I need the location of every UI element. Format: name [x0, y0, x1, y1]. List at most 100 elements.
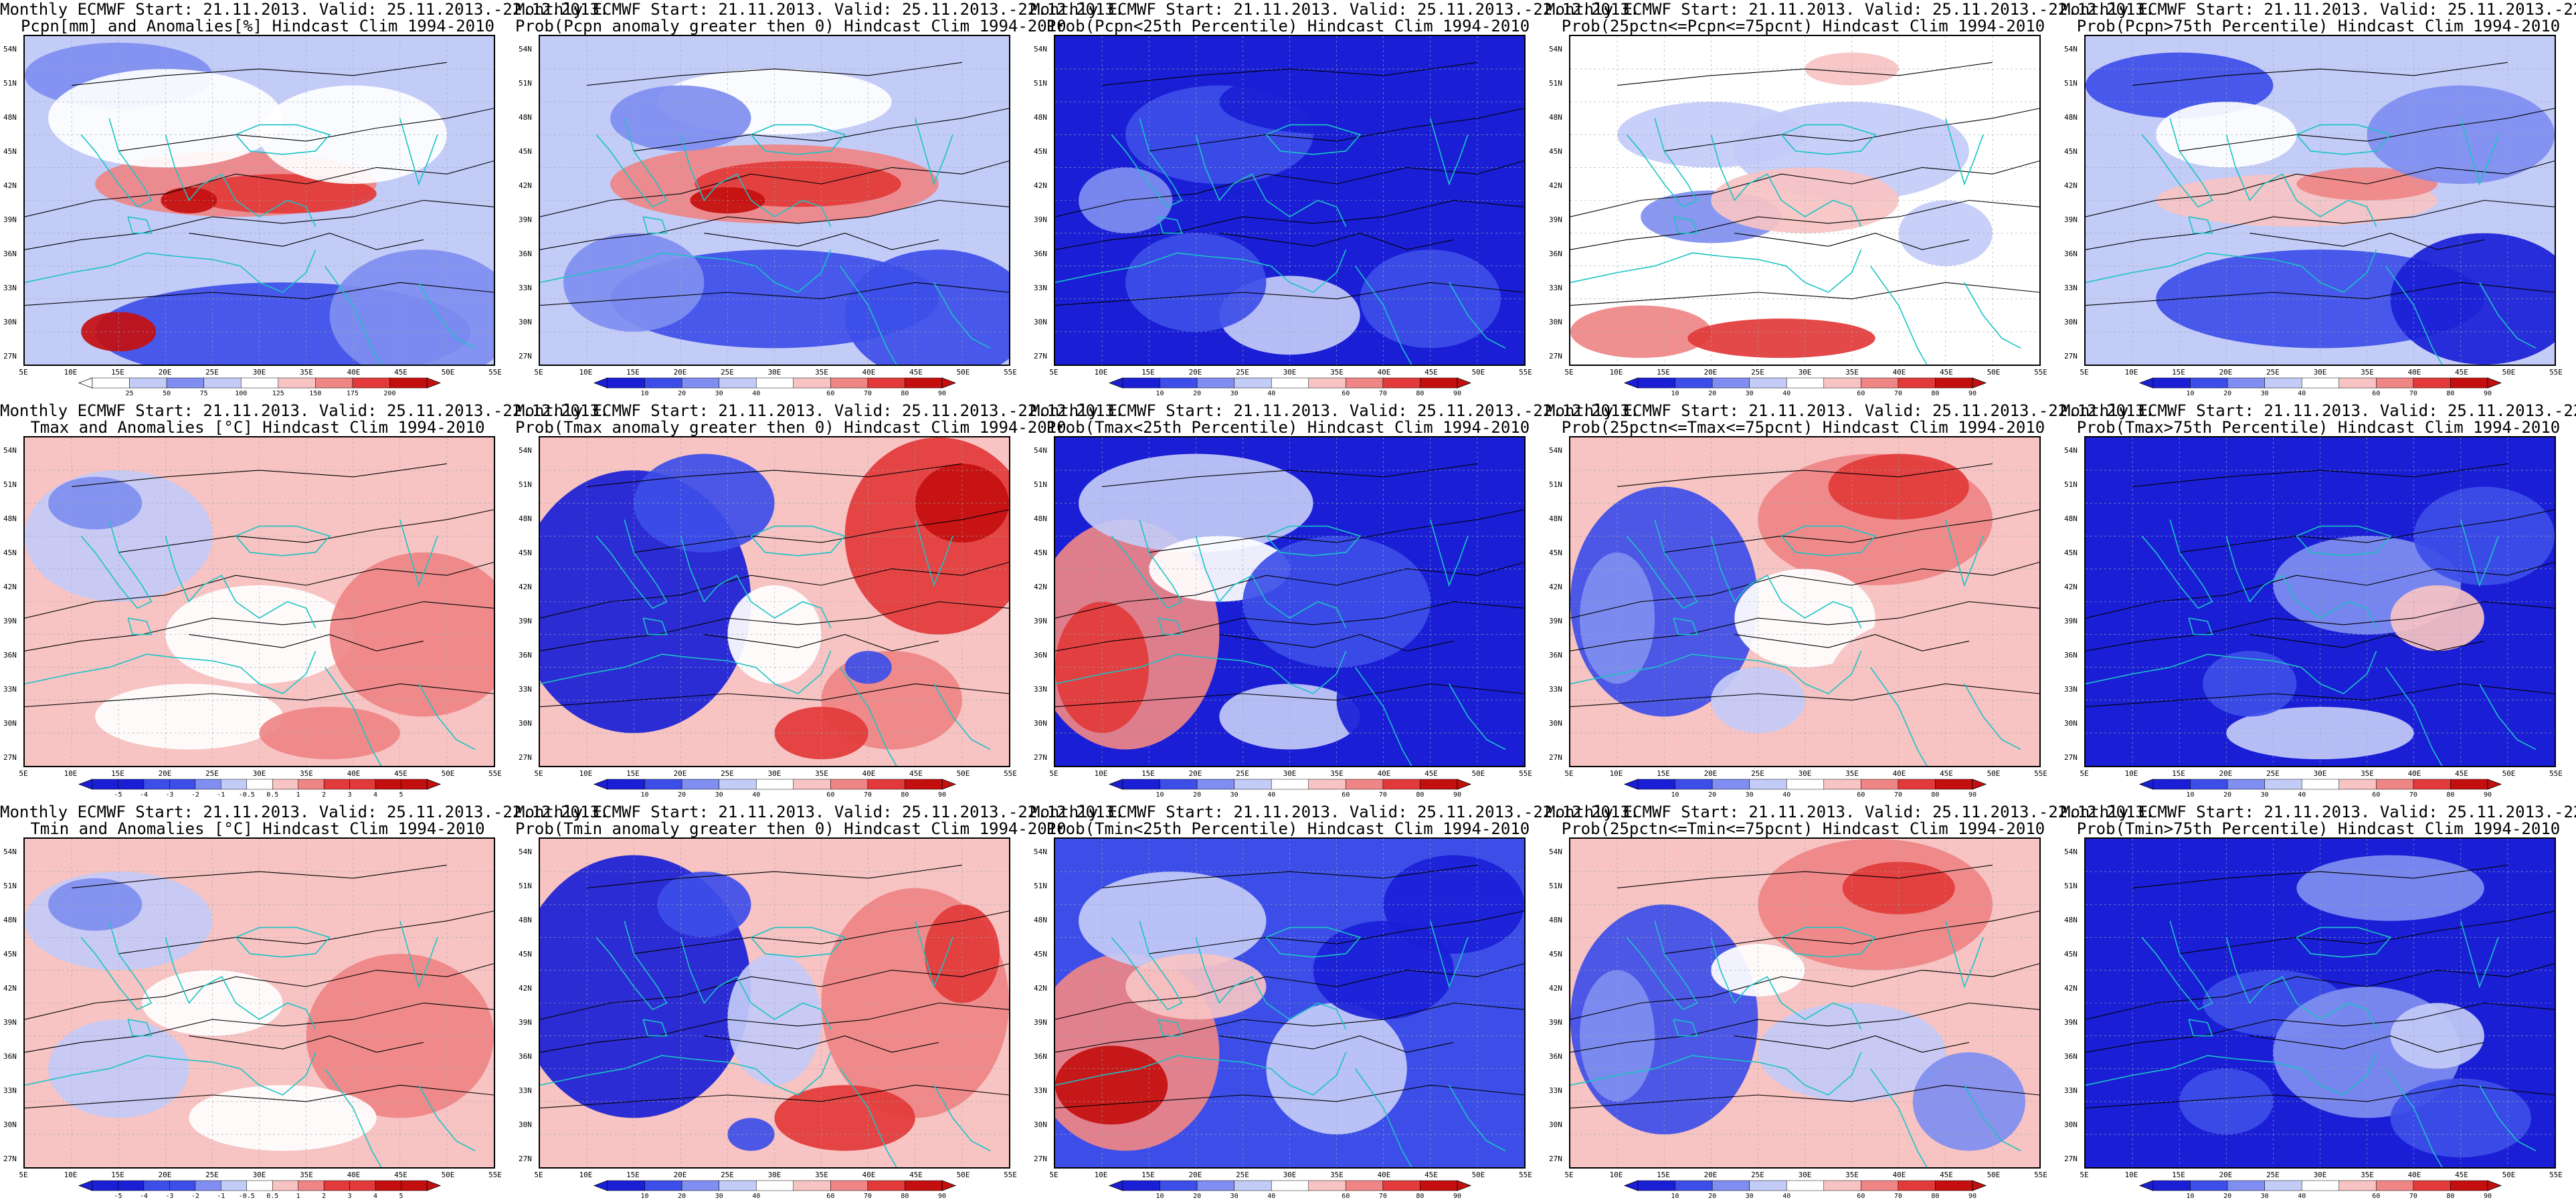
panel-title: Monthly ECMWF Start: 21.11.2013. Valid: …	[2061, 804, 2576, 837]
field-shading	[1842, 862, 1955, 914]
longitude-label: 35E	[2361, 368, 2374, 377]
colorbar-swatch	[1823, 1180, 1861, 1191]
longitude-label: 10E	[2124, 368, 2138, 377]
colorbar-tick-label: 100	[235, 390, 248, 397]
longitude-label: 5E	[19, 368, 28, 377]
colorbar-min-arrow	[1108, 377, 1123, 389]
coastline	[2188, 1019, 2213, 1037]
coastline	[2225, 536, 2377, 629]
map-field	[2086, 839, 2555, 1167]
coastline	[642, 216, 668, 234]
latitude-label: 27N	[2064, 1155, 2078, 1163]
colorbar-tick-label: 20	[2223, 1193, 2232, 1200]
latitude-label: 45N	[2064, 950, 2078, 959]
colorbar-swatch	[92, 779, 118, 790]
colorbar-swatch	[272, 1180, 298, 1191]
latitude-label: 42N	[3, 984, 17, 993]
colorbar-max-arrow	[1457, 377, 1472, 389]
latitude-label: 33N	[2064, 1086, 2078, 1095]
longitude-label: 10E	[64, 769, 78, 778]
colorbar-tick-label: 60	[2372, 791, 2381, 799]
longitude-label: 15E	[626, 368, 640, 377]
longitude-label: 30E	[1283, 769, 1297, 778]
colorbar-swatch	[1935, 1180, 1973, 1191]
colorbar-labels: 10 20 30 40 60 70 80 90	[1625, 1193, 1986, 1202]
latitude-label: 45N	[519, 548, 532, 557]
panel-title-line1: Monthly ECMWF Start: 21.11.2013. Valid: …	[0, 401, 610, 420]
colorbar	[1623, 377, 1987, 389]
colorbar-min-arrow	[1623, 779, 1639, 790]
coastline	[2086, 249, 2377, 293]
colorbar-tick-label: 80	[1416, 791, 1424, 799]
colorbar-labels: 10 20 30 40 60 70 80 90	[594, 791, 955, 801]
latitude-label: 42N	[519, 583, 532, 591]
colorbar-swatch	[719, 779, 757, 790]
longitude-label: 55E	[1519, 769, 1532, 778]
colorbar	[78, 1180, 442, 1191]
latitude-label: 30N	[1034, 1120, 1047, 1129]
latitude-label: 39N	[519, 215, 532, 224]
longitude-label: 55E	[2034, 1171, 2047, 1179]
contour-line	[1734, 1035, 1970, 1053]
longitude-label: 40E	[1377, 769, 1391, 778]
colorbar-swatch	[793, 1180, 831, 1191]
longitude-label: 35E	[300, 769, 313, 778]
forecast-panel: Monthly ECMWF Start: 21.11.2013. Valid: …	[1546, 803, 2154, 1204]
latitude-label: 45N	[1549, 950, 1562, 959]
longitude-label: 10E	[1609, 1171, 1623, 1179]
coastline	[418, 1084, 476, 1152]
latitude-label: 39N	[1034, 617, 1047, 625]
colorbar-tick-label: 70	[1378, 1193, 1387, 1200]
contour-line	[2086, 601, 2555, 651]
coastline	[1626, 519, 1698, 609]
latitude-label: 27N	[1549, 1155, 1562, 1163]
panel-title: Monthly ECMWF Start: 21.11.2013. Valid: …	[1030, 804, 1639, 838]
colorbar-tick-label: 4	[373, 791, 378, 799]
contour-line	[2086, 199, 2555, 250]
latitude-label: 42N	[1034, 181, 1047, 190]
contour-line	[2249, 1035, 2485, 1053]
colorbar-swatch	[129, 377, 167, 389]
longitude-label: 50E	[441, 1171, 455, 1179]
panel-title-line2: Prob(Tmin<25th Percentile) Hindcast Clim…	[1046, 819, 1530, 838]
coastline	[1195, 937, 1347, 1030]
colorbar-labels: 10 20 30 40 60 70 80 90	[1625, 791, 1986, 801]
forecast-panel: Monthly ECMWF Start: 21.11.2013. Valid: …	[1030, 803, 1639, 1204]
colorbar-swatch	[1382, 377, 1420, 389]
colorbar-swatch	[681, 377, 719, 389]
longitude-label: 20E	[673, 368, 687, 377]
colorbar-tick-label: 60	[1342, 390, 1350, 397]
contour-line	[1664, 108, 2039, 152]
coastline	[127, 216, 153, 234]
colorbar-swatch	[401, 1180, 428, 1191]
coastline	[1430, 118, 1469, 186]
colorbar-swatch	[830, 779, 868, 790]
colorbar-swatch	[2264, 1180, 2302, 1191]
latitude-label: 30N	[519, 318, 532, 326]
coastline	[25, 1051, 316, 1096]
latitude-label: 39N	[1549, 617, 1562, 625]
longitude-label: 55E	[2549, 368, 2563, 377]
latitude-label: 39N	[1034, 215, 1047, 224]
latitude-label: 39N	[2064, 215, 2078, 224]
colorbar-min-arrow	[2138, 1180, 2154, 1191]
colorbar-swatch	[323, 779, 350, 790]
colorbar-tick-label: 30	[1230, 1193, 1238, 1200]
coastline	[933, 282, 991, 349]
latitude-label: 45N	[1034, 548, 1047, 557]
longitude-label: 5E	[1564, 1171, 1574, 1179]
coastline	[1673, 1019, 1698, 1037]
contour-line	[540, 1084, 1009, 1109]
latitude-label: 42N	[1549, 181, 1562, 190]
colorbar-swatch	[719, 377, 757, 389]
map-field	[540, 839, 1009, 1167]
colorbar-tick-label: 20	[1193, 390, 1202, 397]
colorbar-swatch	[92, 1180, 118, 1191]
panel-title: Monthly ECMWF Start: 21.11.2013. Valid: …	[515, 1, 1124, 35]
latitude-label: 30N	[1549, 318, 1562, 326]
colorbar-min-arrow	[593, 779, 608, 790]
colorbar-swatch	[1786, 779, 1825, 790]
colorbar-tick-label: -1	[217, 1193, 225, 1200]
panel-title-line2: Prob(Tmax>75th Percentile) Hindcast Clim…	[2076, 418, 2561, 437]
colorbar-labels: 10 20 30 40 60 70 80 90	[1625, 390, 1986, 399]
